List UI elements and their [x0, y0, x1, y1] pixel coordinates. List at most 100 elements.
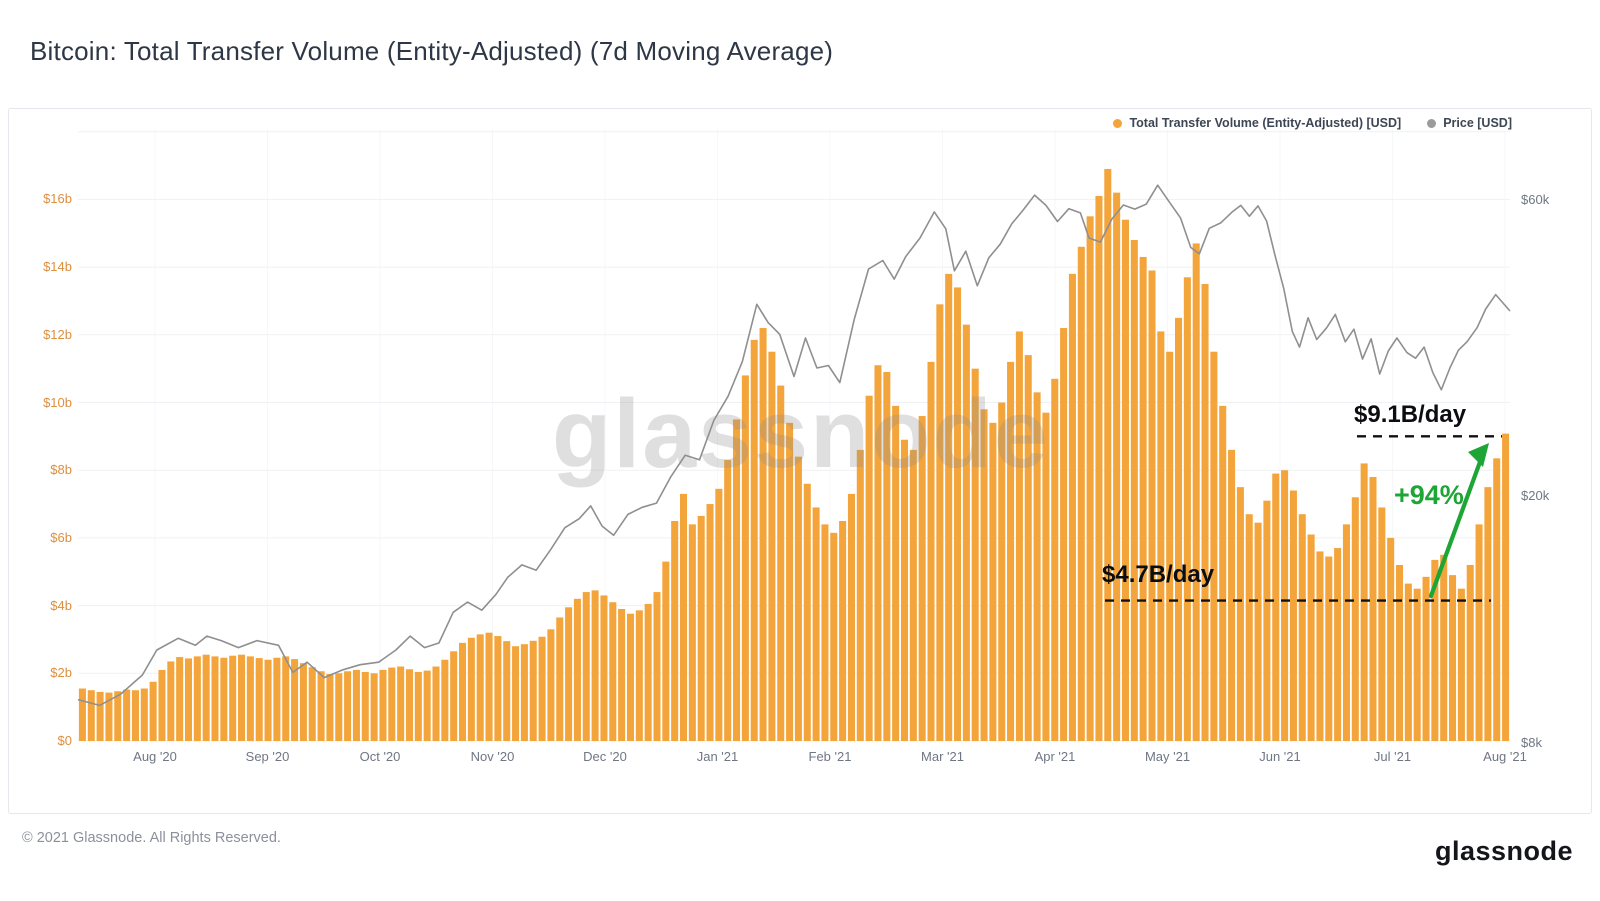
volume-bar[interactable]	[114, 691, 122, 741]
volume-bar[interactable]	[918, 416, 926, 741]
volume-bar[interactable]	[1060, 328, 1068, 741]
volume-bar[interactable]	[759, 328, 767, 741]
volume-bar[interactable]	[282, 656, 290, 742]
volume-bar[interactable]	[644, 603, 652, 741]
volume-bar[interactable]	[1449, 575, 1457, 741]
volume-bar[interactable]	[573, 598, 581, 741]
legend-item-price[interactable]: Price [USD]	[1427, 116, 1512, 130]
volume-bar[interactable]	[1148, 270, 1156, 741]
volume-bar[interactable]	[1077, 246, 1085, 742]
volume-bar[interactable]	[565, 607, 573, 741]
volume-bar[interactable]	[344, 671, 352, 741]
volume-bar[interactable]	[397, 666, 405, 741]
volume-bar[interactable]	[1360, 463, 1368, 741]
volume-bar[interactable]	[697, 515, 705, 741]
volume-bar[interactable]	[467, 637, 475, 741]
volume-bar[interactable]	[1289, 490, 1297, 741]
volume-bar[interactable]	[229, 655, 237, 741]
volume-bar[interactable]	[1183, 277, 1191, 741]
volume-bar[interactable]	[202, 654, 210, 741]
volume-bar[interactable]	[1466, 564, 1474, 741]
volume-bar[interactable]	[1325, 556, 1333, 741]
volume-bar[interactable]	[1404, 583, 1412, 741]
volume-bar[interactable]	[1121, 219, 1129, 741]
volume-bar[interactable]	[1104, 168, 1112, 741]
volume-bar[interactable]	[1219, 405, 1227, 741]
volume-bar[interactable]	[936, 304, 944, 741]
volume-bar[interactable]	[582, 592, 590, 741]
volume-bar[interactable]	[688, 524, 696, 741]
volume-bar[interactable]	[520, 644, 528, 741]
volume-bar[interactable]	[1175, 317, 1183, 742]
volume-bar[interactable]	[1042, 412, 1050, 741]
volume-bar[interactable]	[273, 657, 281, 741]
volume-bar[interactable]	[1457, 588, 1465, 741]
volume-bar[interactable]	[671, 520, 679, 741]
volume-bar[interactable]	[1210, 351, 1218, 741]
volume-bar[interactable]	[423, 670, 431, 741]
volume-bar[interactable]	[1192, 243, 1200, 741]
volume-bar[interactable]	[786, 422, 794, 741]
volume-bar[interactable]	[1245, 514, 1253, 741]
volume-bar[interactable]	[1254, 522, 1262, 741]
volume-bar[interactable]	[158, 669, 166, 741]
volume-bar[interactable]	[1272, 473, 1280, 741]
volume-bar[interactable]	[291, 659, 299, 741]
volume-bar[interactable]	[865, 395, 873, 741]
volume-bar[interactable]	[352, 669, 360, 741]
volume-bar[interactable]	[1024, 355, 1032, 741]
volume-bar[interactable]	[1068, 273, 1076, 741]
volume-bar[interactable]	[945, 273, 953, 741]
volume-bar[interactable]	[87, 690, 95, 741]
volume-bar[interactable]	[1484, 487, 1492, 742]
volume-bar[interactable]	[450, 651, 458, 741]
volume-bar[interactable]	[432, 666, 440, 741]
volume-bar[interactable]	[361, 671, 369, 741]
volume-bar[interactable]	[980, 409, 988, 741]
volume-bar[interactable]	[105, 692, 113, 741]
volume-bar[interactable]	[777, 385, 785, 741]
volume-bar[interactable]	[1502, 433, 1510, 741]
volume-bar[interactable]	[706, 504, 714, 741]
volume-bar[interactable]	[1201, 284, 1209, 741]
volume-bar[interactable]	[1130, 240, 1138, 741]
volume-bar[interactable]	[927, 361, 935, 741]
volume-bar[interactable]	[954, 287, 962, 741]
volume-bar[interactable]	[1378, 507, 1386, 741]
volume-bar[interactable]	[441, 659, 449, 741]
volume-bar[interactable]	[733, 419, 741, 741]
volume-bar[interactable]	[405, 669, 413, 741]
volume-bar[interactable]	[662, 561, 670, 741]
volume-bar[interactable]	[388, 667, 396, 741]
volume-bar[interactable]	[989, 422, 997, 741]
volume-bar[interactable]	[211, 656, 219, 742]
volume-bar[interactable]	[1422, 576, 1430, 741]
volume-bar[interactable]	[317, 671, 325, 741]
volume-bar[interactable]	[494, 636, 502, 741]
volume-bar[interactable]	[485, 632, 493, 741]
volume-bar[interactable]	[1475, 524, 1483, 741]
volume-bar[interactable]	[459, 642, 467, 741]
volume-bar[interactable]	[1007, 361, 1015, 741]
volume-bar[interactable]	[1236, 487, 1244, 742]
volume-bar[interactable]	[335, 673, 343, 741]
volume-bar[interactable]	[1413, 588, 1421, 741]
volume-bar[interactable]	[626, 613, 634, 741]
volume-bar[interactable]	[883, 372, 891, 741]
volume-bar[interactable]	[1334, 548, 1342, 741]
volume-bar[interactable]	[715, 488, 723, 741]
legend-item-volume[interactable]: Total Transfer Volume (Entity-Adjusted) …	[1113, 116, 1401, 130]
volume-bar[interactable]	[1387, 537, 1395, 741]
volume-bar[interactable]	[591, 590, 599, 741]
volume-bar[interactable]	[1086, 216, 1094, 741]
volume-bar[interactable]	[78, 688, 86, 741]
volume-bar[interactable]	[264, 659, 272, 741]
volume-bar[interactable]	[1493, 458, 1501, 741]
volume-bar[interactable]	[794, 456, 802, 741]
volume-bar[interactable]	[971, 368, 979, 741]
volume-bar[interactable]	[167, 661, 175, 741]
volume-bar[interactable]	[176, 657, 184, 741]
volume-bar[interactable]	[803, 483, 811, 741]
volume-bar[interactable]	[308, 667, 316, 741]
volume-bar[interactable]	[1166, 351, 1174, 741]
